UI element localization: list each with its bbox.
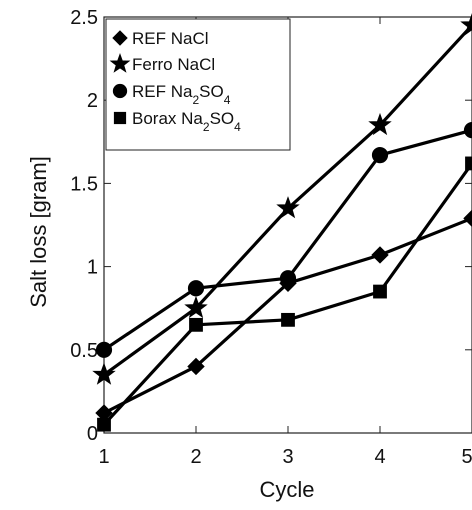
axes: 1 2 3 4 5 0 0.5 1 1.5 2 2.5 — [70, 7, 472, 468]
circle-marker — [187, 280, 205, 297]
legend-label: Borax Na2SO4 — [132, 109, 241, 134]
square-marker — [465, 156, 472, 171]
x-tick-label: 1 — [98, 446, 109, 468]
x-tick-label: 4 — [374, 446, 385, 468]
circle-marker — [371, 147, 389, 164]
x-axis-label: Cycle — [259, 477, 314, 502]
legend-item: REF NaCl — [112, 29, 209, 48]
series-layer — [92, 13, 472, 432]
circle-marker — [279, 270, 297, 287]
legend-box — [105, 18, 291, 151]
legend-item: Ferro NaCl — [109, 53, 215, 74]
star-marker — [460, 13, 472, 36]
legend-item: REF Na2SO4 — [112, 82, 231, 107]
y-tick-label: 1.5 — [70, 173, 98, 195]
legend-item: Borax Na2SO4 — [113, 109, 241, 134]
circle-marker — [95, 341, 113, 358]
star-marker — [184, 295, 208, 319]
diamond-marker — [112, 30, 128, 46]
y-axis-label: Salt loss [gram] — [26, 156, 51, 308]
legend-label: REF NaCl — [132, 29, 209, 48]
square-marker — [373, 284, 387, 299]
series-ferro-nacl — [92, 13, 472, 385]
x-tick-label: 5 — [461, 446, 472, 468]
square-marker — [281, 312, 295, 327]
x-tick-label: 3 — [282, 446, 293, 468]
y-tick-label: 2 — [87, 90, 98, 112]
y-tick-label: 1 — [87, 257, 98, 279]
y-tick-label: 2.5 — [70, 7, 98, 29]
circle-marker — [463, 122, 472, 139]
square-marker — [97, 417, 111, 432]
legend-label: Ferro NaCl — [132, 55, 215, 74]
series-ref-na2so4 — [95, 122, 472, 358]
legend-label: REF Na2SO4 — [132, 82, 231, 107]
star-marker — [368, 112, 392, 136]
star-marker — [109, 53, 131, 73]
star-marker — [92, 362, 116, 385]
diamond-marker — [463, 209, 472, 228]
diamond-marker — [187, 357, 205, 376]
square-marker — [189, 317, 203, 332]
diamond-marker — [371, 246, 389, 264]
circle-marker — [112, 83, 128, 99]
y-tick-label: 0 — [87, 423, 98, 445]
y-tick-label: 0.5 — [70, 340, 98, 362]
star-marker — [276, 196, 300, 219]
square-marker — [113, 111, 127, 125]
series-borax-na2so4 — [97, 156, 472, 432]
x-tick-label: 2 — [190, 446, 201, 468]
